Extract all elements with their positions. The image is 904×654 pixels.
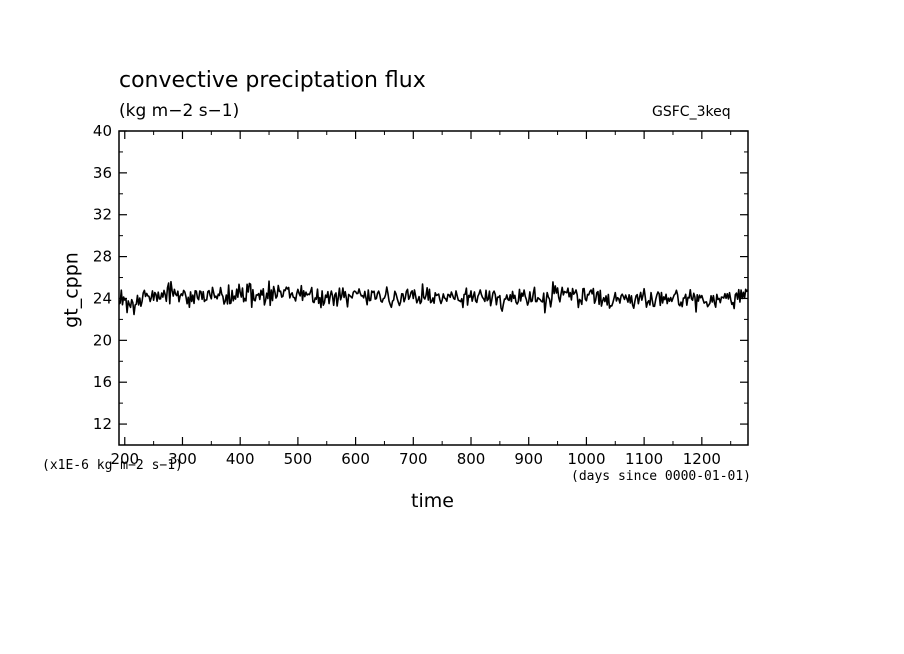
x-tick-label: 500 (284, 450, 313, 468)
y-tick-label: 32 (93, 206, 112, 224)
x-tick-label: 900 (514, 450, 543, 468)
x-tick-label: 1100 (625, 450, 663, 468)
chart-subtitle: (kg m−2 s−1) (119, 101, 240, 121)
x-tick-label: 300 (168, 450, 197, 468)
x-tick-label: 600 (341, 450, 370, 468)
y-tick-label: 36 (93, 164, 112, 182)
y-tick-label: 20 (93, 331, 112, 349)
y-tick-label: 28 (93, 248, 112, 266)
x-tick-label: 200 (110, 450, 139, 468)
source-label: GSFC_3keq (652, 104, 731, 120)
y-scale-note: (x1E-6 kg m−2 s−1) (42, 458, 183, 473)
x-tick-label: 400 (226, 450, 255, 468)
x-unit-note: (days since 0000-01-01) (571, 469, 752, 484)
chart-title: convective preciptation flux (119, 68, 426, 93)
y-tick-label: 12 (93, 415, 112, 433)
x-tick-label: 700 (399, 450, 428, 468)
y-tick-label: 40 (93, 122, 112, 140)
series-line (118, 280, 749, 316)
plot-frame (118, 130, 749, 446)
x-axis-label: time (411, 490, 454, 512)
series-layer (118, 280, 749, 316)
y-tick-label: 24 (93, 289, 112, 307)
y-tick-label: 16 (93, 373, 112, 391)
x-tick-label: 1000 (567, 450, 605, 468)
tick-labels: 200 300 400 500 600 700 800 900 1000 1100 1200 12 16… (93, 122, 721, 468)
x-tick-label: 1200 (683, 450, 721, 468)
x-tick-label: 800 (457, 450, 486, 468)
